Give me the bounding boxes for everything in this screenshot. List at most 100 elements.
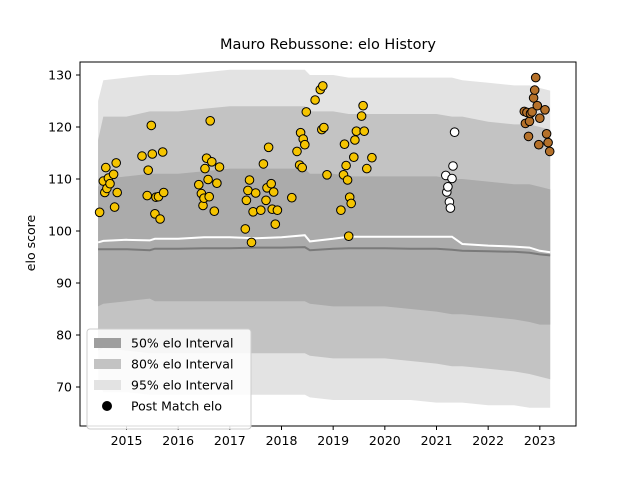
data-point: [346, 198, 357, 209]
data-point: [449, 127, 460, 137]
legend-swatch: [94, 380, 121, 390]
median-line: [98, 246, 551, 257]
data-point: [359, 126, 370, 136]
data-point: [300, 139, 310, 150]
plot-area: 2015 2016 2017 2018 2019 2020 2021 2022 2023 70 80…: [48, 61, 577, 448]
data-point: [530, 72, 541, 83]
data-point: [527, 107, 537, 117]
data-point: [362, 163, 372, 174]
data-point: [147, 149, 158, 159]
data-point: [109, 202, 120, 212]
data-point: [204, 191, 214, 202]
data-point: [203, 174, 213, 185]
data-point: [244, 175, 255, 185]
data-point: [142, 190, 152, 201]
y-tick-label: 130: [48, 68, 72, 83]
data-point: [356, 111, 367, 121]
data-point: [155, 214, 165, 224]
data-point: [341, 160, 351, 171]
y-tick-label: 100: [48, 224, 72, 239]
data-point: [301, 107, 312, 117]
data-point: [101, 162, 111, 173]
data-point: [243, 185, 253, 196]
data-point: [146, 120, 157, 131]
data-point: [336, 205, 346, 215]
data-point: [212, 178, 222, 188]
x-tick-label: 2021: [421, 433, 453, 448]
y-axis-label: elo score: [23, 215, 38, 272]
data-point: [258, 159, 269, 169]
legend-label: 50% elo Interval: [131, 336, 233, 351]
data-point: [310, 95, 320, 105]
legend-label: 95% elo Interval: [131, 378, 233, 393]
legend-marker: [102, 401, 112, 411]
data-point: [143, 165, 153, 175]
data-point: [292, 146, 302, 157]
data-point: [246, 237, 257, 248]
y-tick-label: 120: [48, 120, 72, 135]
mean-line: [97, 234, 551, 254]
data-point: [535, 113, 545, 123]
data-point: [540, 105, 550, 115]
data-point: [250, 188, 261, 198]
legend: 50% elo Interval 80% elo Interval 95% elo …: [86, 328, 252, 430]
x-tick-label: 2019: [317, 433, 349, 448]
legend-box: [86, 328, 252, 430]
data-point: [157, 147, 168, 157]
data-point: [137, 151, 147, 161]
data-point: [214, 162, 225, 172]
data-point: [445, 203, 456, 213]
data-point: [240, 224, 251, 234]
data-point: [523, 131, 534, 142]
data-point: [541, 129, 552, 139]
data-point: [350, 135, 360, 145]
band-50: [98, 168, 551, 325]
chart-title: Mauro Rebussone: elo History: [220, 37, 436, 53]
data-point: [287, 192, 297, 203]
data-point: [544, 146, 555, 157]
data-point: [319, 122, 329, 133]
y-tick-label: 110: [48, 172, 72, 187]
y-tick-label: 80: [56, 328, 72, 343]
x-tick-label: 2015: [111, 433, 143, 448]
y-tick-label: 90: [56, 276, 72, 291]
data-point: [94, 207, 105, 218]
data-point: [270, 219, 281, 229]
data-point: [297, 162, 308, 173]
legend-swatch: [94, 359, 121, 369]
data-point: [339, 139, 350, 149]
data-point: [543, 137, 553, 148]
data-point: [322, 170, 332, 180]
data-point: [105, 178, 115, 189]
data-point: [207, 157, 217, 167]
data-point: [241, 195, 252, 206]
data-point: [358, 100, 368, 111]
data-point: [268, 187, 279, 197]
y-tick-label: 70: [56, 380, 72, 395]
data-point: [108, 169, 119, 180]
data-point: [349, 152, 359, 162]
data-point: [318, 81, 328, 91]
data-point: [112, 187, 122, 198]
data-point: [534, 139, 544, 150]
data-point: [448, 161, 458, 171]
data-point: [529, 85, 540, 95]
x-tick-label: 2020: [369, 433, 401, 448]
data-point: [447, 173, 457, 184]
legend-label: 80% elo Interval: [131, 357, 233, 372]
data-point: [205, 116, 215, 126]
x-tick-label: 2018: [266, 433, 298, 448]
data-point: [343, 231, 354, 241]
data-point: [158, 187, 169, 198]
data-point: [367, 152, 377, 163]
data-point: [342, 175, 353, 185]
data-point: [111, 158, 121, 168]
data-point: [209, 206, 220, 216]
data-point: [200, 163, 210, 174]
legend-swatch: [94, 338, 121, 348]
data-point: [272, 205, 283, 215]
data-point: [524, 116, 535, 127]
x-tick-label: 2022: [472, 433, 504, 448]
